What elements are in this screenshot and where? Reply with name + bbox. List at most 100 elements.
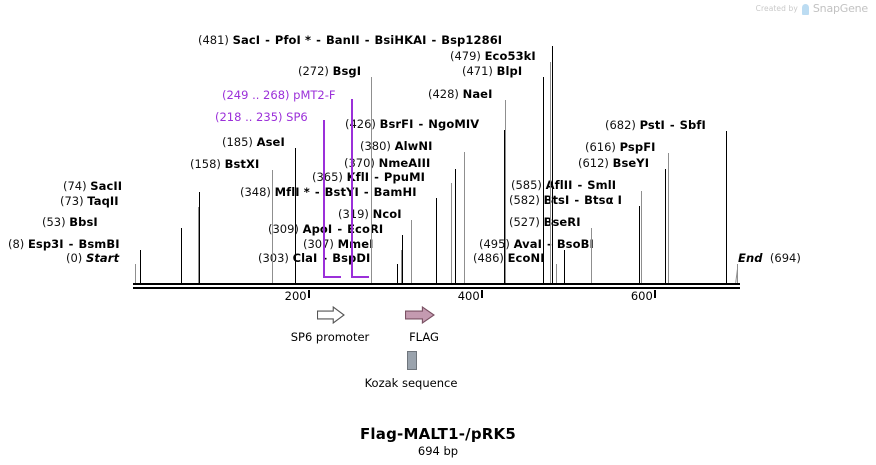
name-separator: - xyxy=(310,185,324,199)
ruler-tick-label: 200 xyxy=(284,289,307,303)
site-label-sacii[interactable]: (74) SacII xyxy=(63,180,122,193)
site-position: (682) xyxy=(605,118,640,132)
name-separator: - xyxy=(360,33,374,47)
leader-line xyxy=(199,192,200,283)
site-position: (495) xyxy=(479,237,514,251)
site-label-bbsi[interactable]: (53) BbsI xyxy=(42,216,98,229)
site-label-end[interactable]: End (694) xyxy=(738,252,801,265)
name-separator: - xyxy=(427,33,441,47)
leader-line xyxy=(451,183,452,283)
enzyme-name: BstXI xyxy=(224,157,260,171)
leader-line xyxy=(455,169,456,283)
backbone-top-strand xyxy=(133,283,740,285)
enzyme-name: BseYI xyxy=(612,156,650,170)
snapgene-logo-icon xyxy=(801,4,809,15)
leader-line xyxy=(556,264,557,283)
leader-line xyxy=(639,206,640,283)
enzyme-name: BlpI xyxy=(496,64,523,78)
site-label-mmei[interactable]: (307) MmeI xyxy=(303,238,374,251)
ruler-tick xyxy=(653,290,656,298)
site-label-bstxi[interactable]: (158) BstXI xyxy=(190,158,259,171)
primer-bracket-pmt2f[interactable] xyxy=(351,99,369,278)
watermark-brand-label: SnapGene xyxy=(812,2,868,15)
enzyme-name: pMT2-F xyxy=(293,88,336,102)
site-label-sp6[interactable]: (218 .. 235) SP6 xyxy=(215,111,308,124)
name-separator: - xyxy=(312,33,325,47)
feature-label-flag: FLAG xyxy=(409,330,439,344)
site-label-btsi[interactable]: (582) BtsI - Btsα I xyxy=(509,194,622,207)
feature-kozak-sequence[interactable] xyxy=(407,351,417,370)
leader-line xyxy=(543,77,544,283)
enzyme-name: NaeI xyxy=(462,87,493,101)
site-label-pspfi[interactable]: (616) PspFI xyxy=(585,141,656,154)
leader-line xyxy=(436,198,437,283)
ruler-tick xyxy=(307,290,310,298)
site-position: (303) xyxy=(258,251,293,265)
enzyme-name: BsmBI xyxy=(78,237,120,251)
leader-line xyxy=(295,148,296,283)
enzyme-name: PfoI * xyxy=(274,33,312,47)
site-label-kfli[interactable]: (365) KflI - PpuMI xyxy=(312,171,425,184)
enzyme-name: BsiHKAI xyxy=(374,33,427,47)
site-position: (73) xyxy=(60,194,88,208)
site-label-asei[interactable]: (185) AseI xyxy=(222,136,285,149)
backbone-bottom-strand xyxy=(133,287,740,289)
site-position: (486) xyxy=(473,251,508,265)
leader-line xyxy=(464,152,465,283)
site-position: (249 .. 268) xyxy=(222,88,294,102)
leader-line xyxy=(737,264,738,283)
site-label-avai[interactable]: (495) AvaI - BsoBI xyxy=(479,238,594,251)
name-separator: - xyxy=(370,170,383,184)
feature-sp6-promoter[interactable] xyxy=(317,306,345,324)
leader-line xyxy=(552,46,553,283)
site-label-taqii[interactable]: (73) TaqII xyxy=(60,195,119,208)
site-label-mfli[interactable]: (348) MflI * - BstYI - BamHI xyxy=(240,186,417,199)
site-position: (8) xyxy=(8,237,28,251)
leader-line xyxy=(665,169,666,283)
enzyme-name: SacII xyxy=(90,179,123,193)
site-label-alwni[interactable]: (380) AlwNI xyxy=(360,140,432,153)
enzyme-name: AvaI xyxy=(513,237,543,251)
site-label-pmt2f[interactable]: (249 .. 268) pMT2-F xyxy=(222,89,335,102)
leader-line xyxy=(411,220,412,283)
site-position: (218 .. 235) xyxy=(215,110,287,124)
site-label-bsgi[interactable]: (272) BsgI xyxy=(298,65,361,78)
site-position: (185) xyxy=(222,135,257,149)
site-position: (481) xyxy=(198,33,233,47)
name-separator: - xyxy=(570,193,584,207)
name-separator: - xyxy=(542,237,557,251)
site-label-naei[interactable]: (428) NaeI xyxy=(428,88,492,101)
enzyme-name: SP6 xyxy=(286,110,308,124)
primer-bracket-sp6[interactable] xyxy=(323,120,341,278)
site-label-ncoi[interactable]: (319) NcoI xyxy=(338,208,402,221)
site-label-aflii[interactable]: (585) AflII - SmlI xyxy=(511,179,616,192)
site-label-bseyi[interactable]: (612) BseYI xyxy=(578,157,649,170)
feature-label-kozak-sequence: Kozak sequence xyxy=(364,376,458,390)
leader-line xyxy=(135,264,136,283)
enzyme-name: BtsI xyxy=(543,193,570,207)
site-label-psti[interactable]: (682) PstI - SbfI xyxy=(605,119,706,132)
site-label-blpi[interactable]: (471) BlpI xyxy=(462,65,522,78)
feature-flag[interactable] xyxy=(405,306,435,324)
site-position: (694) xyxy=(762,251,801,265)
enzyme-name: EcoNI xyxy=(507,251,545,265)
enzyme-name: Esp3I xyxy=(27,237,64,251)
leader-line xyxy=(550,62,551,283)
site-label-eco53ki[interactable]: (479) Eco53kI xyxy=(450,50,536,63)
site-position: (348) xyxy=(240,185,275,199)
site-label-econi[interactable]: (486) EcoNI xyxy=(473,252,545,265)
enzyme-name: ClaI xyxy=(292,251,318,265)
site-label-esp3i[interactable]: (8) Esp3I - BsmBI xyxy=(8,238,120,251)
site-label-saci[interactable]: (481) SacI - PfoI * - BanII - BsiHKAI - … xyxy=(198,34,502,47)
enzyme-name: NgoMIV xyxy=(428,117,480,131)
leader-line xyxy=(198,207,199,283)
site-label-start[interactable]: (0) Start xyxy=(66,252,119,265)
site-position: (319) xyxy=(338,207,373,221)
enzyme-name: BanII xyxy=(325,33,360,47)
name-separator: - xyxy=(665,118,679,132)
enzyme-name: BamHI xyxy=(373,185,417,199)
site-position: (74) xyxy=(63,179,91,193)
leader-line xyxy=(272,170,273,283)
enzyme-name: SacI xyxy=(232,33,261,47)
site-label-bseri[interactable]: (527) BseRI xyxy=(509,216,581,229)
